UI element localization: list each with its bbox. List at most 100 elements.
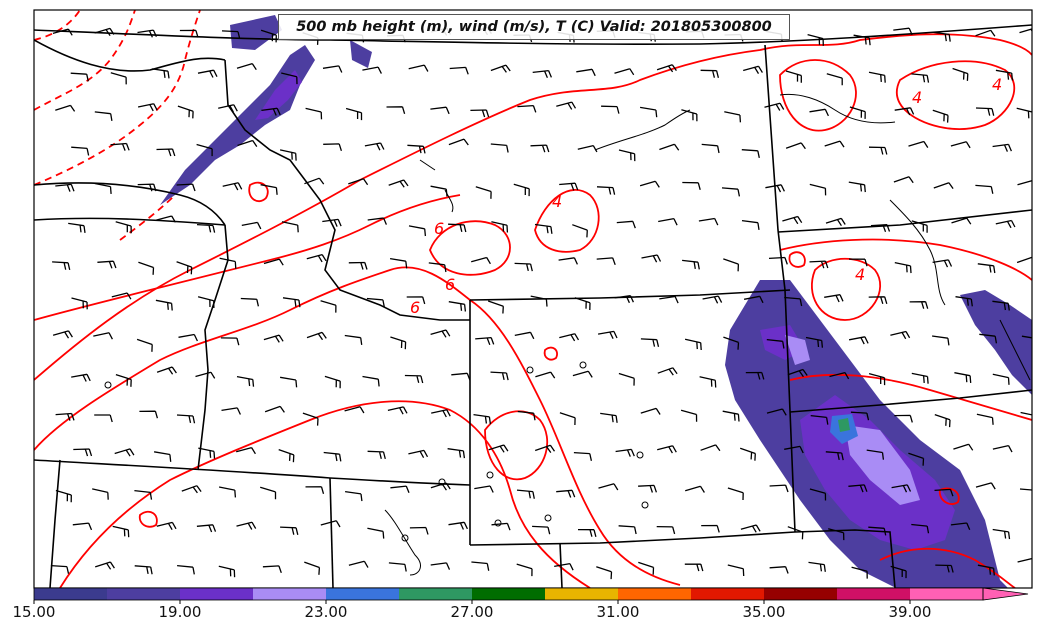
wind-barb <box>809 183 827 196</box>
colorbar-segment <box>34 588 108 600</box>
colorbar-tick-label: 23.00 <box>304 603 348 621</box>
colorbar-segment <box>326 588 400 600</box>
wind-barb <box>52 330 73 339</box>
wind-barb <box>765 184 785 193</box>
wind-barb <box>700 444 721 452</box>
wind-barb <box>893 176 914 184</box>
colorbar-tick-label: 35.00 <box>742 603 786 621</box>
wind-barb <box>934 413 951 428</box>
wind-barb <box>975 184 994 194</box>
wind-barb <box>577 144 598 153</box>
wind-barb <box>848 484 868 493</box>
wind-barb <box>596 566 613 580</box>
wind-barb <box>769 484 789 493</box>
wind-barb <box>534 444 556 453</box>
wind-barb <box>979 333 998 344</box>
wind-barb <box>975 107 995 116</box>
wind-barb <box>787 368 808 378</box>
wind-barb <box>559 333 580 342</box>
wind-barb <box>261 107 281 116</box>
wind-barb <box>236 62 257 71</box>
wind-barb <box>699 376 717 388</box>
wind-barb <box>52 261 71 271</box>
wind-barb <box>324 375 341 389</box>
wind-barb <box>933 182 954 189</box>
wind-barb <box>281 221 299 233</box>
wind-barb <box>111 292 132 300</box>
wind-barb <box>809 488 827 501</box>
wind-barb <box>809 260 829 269</box>
wind-barb <box>577 528 597 537</box>
wind-barb <box>137 29 157 38</box>
wind-barb <box>807 33 824 46</box>
wind-barb <box>195 371 216 379</box>
wind-barb <box>724 111 742 123</box>
wind-barb <box>222 182 243 191</box>
contour-label-6-a: 6 <box>434 219 444 238</box>
wind-barb <box>344 334 363 345</box>
wind-barb <box>766 408 787 416</box>
wind-barb <box>1016 256 1032 264</box>
wind-barb <box>614 294 634 304</box>
wind-barb <box>828 528 845 541</box>
wind-barb <box>572 370 593 378</box>
wind-barb <box>221 30 241 39</box>
wind-barb <box>197 69 218 78</box>
wind-barb <box>614 68 635 76</box>
wind-barb <box>220 337 240 346</box>
wind-barb <box>868 296 888 304</box>
wind-barb <box>596 257 616 266</box>
wind-barb <box>992 300 1010 311</box>
wind-barb <box>94 182 112 194</box>
wind-barb <box>951 217 972 225</box>
wind-barb <box>808 561 826 572</box>
colorbar-segment <box>253 588 327 600</box>
wind-barb <box>305 486 325 494</box>
wind-barb <box>890 565 907 579</box>
wind-barb <box>196 524 217 533</box>
wind-barb <box>1017 557 1032 563</box>
wind-barb <box>92 488 109 500</box>
wind-barb <box>992 444 1013 453</box>
wind-barb <box>782 215 803 225</box>
wind-barb <box>600 412 618 423</box>
wind-barb <box>995 69 1014 81</box>
wind-barb <box>388 179 409 188</box>
wind-barb <box>179 29 199 38</box>
wind-barb <box>853 34 871 46</box>
wind-barb <box>177 564 195 575</box>
wind-barb <box>260 486 277 500</box>
wind-barb <box>615 448 635 457</box>
wind-barb <box>475 186 492 199</box>
wind-barb <box>322 218 342 227</box>
wind-barb <box>741 149 760 159</box>
wind-barb <box>367 527 385 539</box>
wind-barb <box>805 336 824 348</box>
wind-barb <box>362 375 380 387</box>
wind-barb <box>389 257 408 269</box>
wind-barb <box>932 259 953 268</box>
wind-barb <box>348 261 368 270</box>
wind-barb <box>576 68 596 77</box>
wind-barb <box>364 142 385 151</box>
wind-barb <box>825 451 844 461</box>
wind-barb <box>955 296 973 307</box>
wind-barb <box>851 566 868 579</box>
wind-barb <box>516 563 533 577</box>
wind-barb <box>264 405 285 413</box>
wind-barb <box>1020 411 1032 419</box>
wind-barb <box>473 413 492 425</box>
wind-barb <box>491 221 509 233</box>
wind-barb <box>658 217 678 226</box>
wind-barb <box>702 295 723 304</box>
wind-barb <box>110 72 127 85</box>
wind-barb <box>638 561 655 575</box>
wind-barb <box>156 215 176 223</box>
wind-barb <box>390 485 410 494</box>
wind-barb <box>530 295 548 307</box>
wind-barb <box>739 447 756 461</box>
wind-barb <box>115 221 132 234</box>
wind-barb <box>810 414 829 425</box>
wind-barb <box>55 489 72 503</box>
